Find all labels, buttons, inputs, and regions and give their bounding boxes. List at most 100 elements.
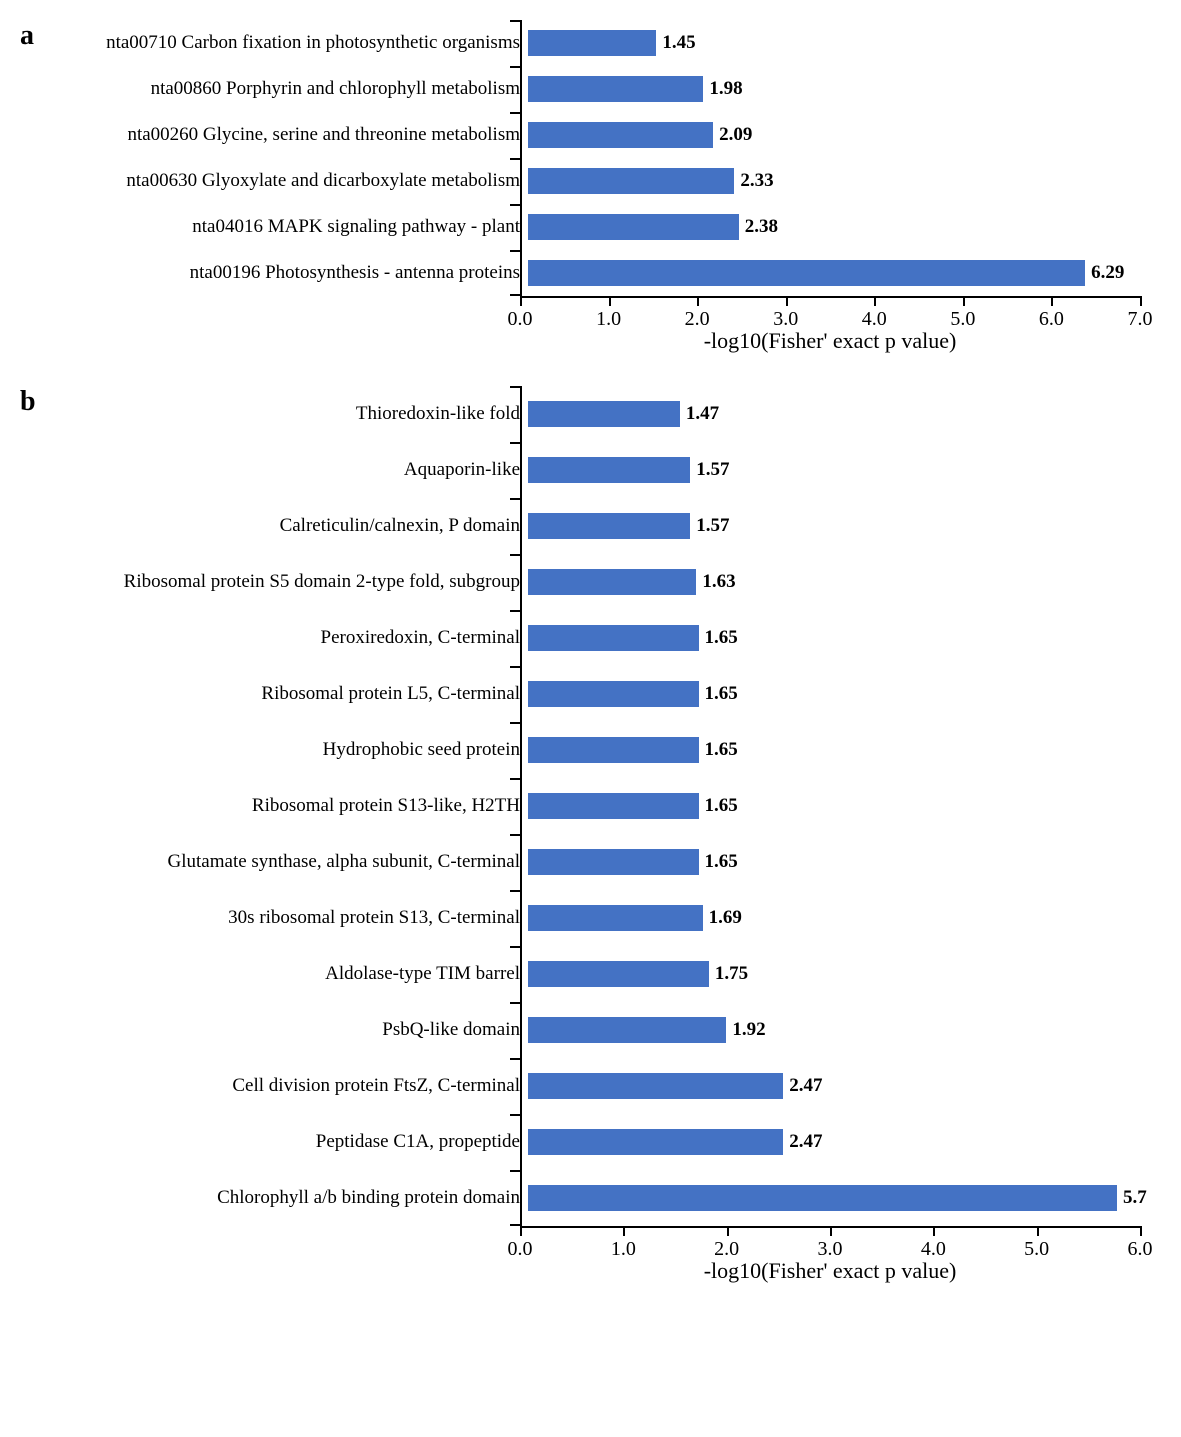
- figure-container: a nta00710 Carbon fixation in photosynth…: [20, 20, 1161, 1286]
- tick-label: 7.0: [1128, 308, 1153, 331]
- plot-cell: 1.65: [528, 666, 1148, 722]
- bar-row: Calreticulin/calnexin, P domain1.57: [80, 498, 1161, 554]
- bar-row: Chlorophyll a/b binding protein domain 5.…: [80, 1170, 1161, 1226]
- category-label: nta00630 Glyoxylate and dicarboxylate me…: [80, 170, 528, 192]
- axis-spacer: [80, 296, 520, 356]
- plot-cell: 1.65: [528, 722, 1148, 778]
- x-tick: 2.0: [697, 296, 699, 306]
- category-label: Ribosomal protein L5, C-terminal: [80, 683, 528, 705]
- bar-row: Hydrophobic seed protein1.65: [80, 722, 1161, 778]
- panel-b-x-title: -log10(Fisher' exact p value): [520, 1258, 1140, 1284]
- bar-row: Cell division protein FtsZ, C-terminal2.…: [80, 1058, 1161, 1114]
- panel-a-label: a: [20, 20, 34, 52]
- category-label: Glutamate synthase, alpha subunit, C-ter…: [80, 851, 528, 873]
- tick-mark: [830, 1226, 832, 1236]
- bar-value-label: 2.38: [745, 216, 778, 238]
- plot-cell: 1.47: [528, 386, 1148, 442]
- bar-value-label: 1.69: [709, 907, 742, 929]
- bar: [528, 30, 656, 56]
- y-tick: [510, 498, 520, 500]
- bar-value-label: 1.65: [705, 795, 738, 817]
- bar: [528, 737, 699, 763]
- bar-row: Ribosomal protein S5 domain 2-type fold,…: [80, 554, 1161, 610]
- bar-value-label: 2.47: [789, 1131, 822, 1153]
- tick-label: 1.0: [596, 308, 621, 331]
- category-label: Chlorophyll a/b binding protein domain: [80, 1187, 528, 1209]
- bar-value-label: 5.7: [1123, 1187, 1147, 1209]
- tick-label: 0.0: [508, 308, 533, 331]
- x-tick: 4.0: [874, 296, 876, 306]
- bar: [528, 681, 699, 707]
- bar: [528, 214, 739, 240]
- y-tick: [510, 834, 520, 836]
- x-tick: 5.0: [1037, 1226, 1039, 1236]
- plot-cell: 2.09: [528, 112, 1148, 158]
- category-label: Aldolase-type TIM barrel: [80, 963, 528, 985]
- x-tick: 3.0: [830, 1226, 832, 1236]
- bar-row: Ribosomal protein S13-like, H2TH1.65: [80, 778, 1161, 834]
- tick-label: 2.0: [714, 1238, 739, 1261]
- bar-row: 30s ribosomal protein S13, C-terminal 1.6…: [80, 890, 1161, 946]
- tick-mark: [874, 296, 876, 306]
- bar-value-label: 1.65: [705, 627, 738, 649]
- panel-b-x-axis: 0.01.02.03.04.05.06.0 -log10(Fisher' exa…: [520, 1226, 1140, 1286]
- category-label: 30s ribosomal protein S13, C-terminal: [80, 907, 528, 929]
- x-tick: 5.0: [963, 296, 965, 306]
- x-tick: 0.0: [520, 1226, 522, 1236]
- tick-label: 5.0: [950, 308, 975, 331]
- bar-row: nta00630 Glyoxylate and dicarboxylate me…: [80, 158, 1161, 204]
- bar-value-label: 1.47: [686, 403, 719, 425]
- category-label: nta00196 Photosynthesis - antenna protei…: [80, 262, 528, 284]
- bar: [528, 168, 734, 194]
- x-tick: 3.0: [786, 296, 788, 306]
- category-label: Calreticulin/calnexin, P domain: [80, 515, 528, 537]
- tick-label: 0.0: [508, 1238, 533, 1261]
- category-label: Thioredoxin-like fold: [80, 403, 528, 425]
- bar-value-label: 1.45: [662, 32, 695, 54]
- plot-cell: 2.47: [528, 1058, 1148, 1114]
- y-tick: [510, 554, 520, 556]
- bar-value-label: 1.75: [715, 963, 748, 985]
- bar-row: Ribosomal protein L5, C-terminal1.65: [80, 666, 1161, 722]
- tick-mark: [933, 1226, 935, 1236]
- category-label: Ribosomal protein S5 domain 2-type fold,…: [80, 571, 528, 593]
- y-tick: [510, 666, 520, 668]
- category-label: nta00260 Glycine, serine and threonine m…: [80, 124, 528, 146]
- bar-row: nta04016 MAPK signaling pathway - plant 2…: [80, 204, 1161, 250]
- y-tick: [510, 20, 520, 22]
- y-tick: [510, 442, 520, 444]
- plot-cell: 6.29: [528, 250, 1148, 296]
- y-tick: [510, 386, 520, 388]
- plot-cell: 2.33: [528, 158, 1148, 204]
- panel-b-bars: Thioredoxin-like fold1.47Aquaporin-like1…: [80, 386, 1161, 1226]
- x-tick: 7.0: [1140, 296, 1142, 306]
- tick-label: 6.0: [1039, 308, 1064, 331]
- bar-value-label: 1.57: [696, 459, 729, 481]
- tick-label: 1.0: [611, 1238, 636, 1261]
- bar: [528, 849, 699, 875]
- bar-value-label: 6.29: [1091, 262, 1124, 284]
- category-label: Cell division protein FtsZ, C-terminal: [80, 1075, 528, 1097]
- x-tick: 6.0: [1140, 1226, 1142, 1236]
- tick-mark: [697, 296, 699, 306]
- bar: [528, 457, 690, 483]
- plot-cell: 1.45: [528, 20, 1148, 66]
- bar-row: Aldolase-type TIM barrel 1.75: [80, 946, 1161, 1002]
- y-tick: [510, 204, 520, 206]
- bar-value-label: 1.92: [732, 1019, 765, 1041]
- panel-b-y-axis: [520, 386, 522, 1226]
- plot-cell: 1.65: [528, 834, 1148, 890]
- tick-mark: [786, 296, 788, 306]
- bar: [528, 260, 1085, 286]
- bar-value-label: 2.09: [719, 124, 752, 146]
- bar-row: Thioredoxin-like fold 1.47: [80, 386, 1161, 442]
- tick-mark: [1051, 296, 1053, 306]
- panel-a-axis-row: 0.01.02.03.04.05.06.07.0 -log10(Fisher' …: [80, 296, 1161, 356]
- bar-row: nta00260 Glycine, serine and threonine m…: [80, 112, 1161, 158]
- category-label: nta04016 MAPK signaling pathway - plant: [80, 216, 528, 238]
- bar-row: nta00860 Porphyrin and chlorophyll metab…: [80, 66, 1161, 112]
- bar-value-label: 1.98: [709, 78, 742, 100]
- tick-label: 6.0: [1128, 1238, 1153, 1261]
- panel-b-axis-row: 0.01.02.03.04.05.06.0 -log10(Fisher' exa…: [80, 1226, 1161, 1286]
- axis-spacer: [80, 1226, 520, 1286]
